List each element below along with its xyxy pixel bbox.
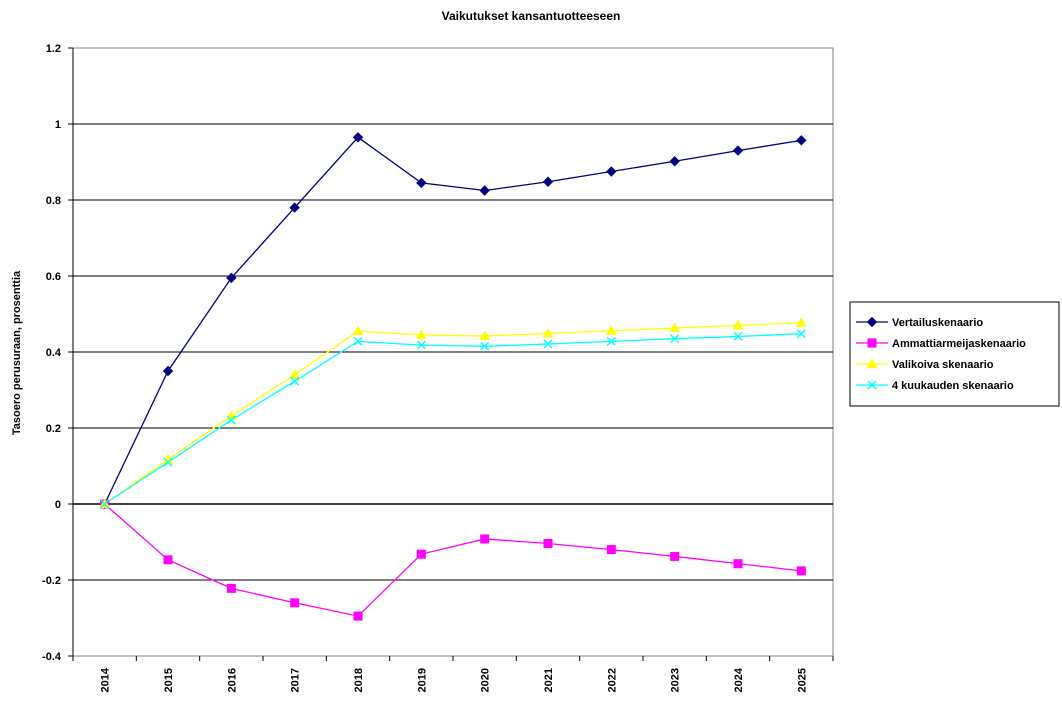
y-tick-label: 0 (55, 499, 61, 511)
data-point (416, 340, 426, 350)
data-point (867, 338, 877, 348)
data-point (100, 499, 110, 509)
legend-label: Valikoiva skenaario (892, 359, 994, 371)
data-point (352, 132, 364, 143)
data-point (289, 202, 300, 213)
data-point (353, 336, 363, 346)
data-point (480, 534, 490, 544)
x-tick-label: 2014 (100, 667, 112, 692)
data-point (226, 583, 236, 593)
data-point (670, 551, 680, 561)
x-tick-label: 2018 (353, 668, 365, 692)
data-point (606, 336, 616, 346)
data-point (732, 145, 744, 156)
data-point (163, 457, 173, 467)
data-point (670, 334, 680, 344)
data-point (543, 539, 553, 549)
y-tick-label: 0.2 (46, 423, 61, 435)
data-point (606, 166, 617, 177)
legend-label: Ammattiarmeijaskenaario (892, 338, 1026, 350)
data-point (867, 380, 877, 390)
series-line (104, 333, 802, 505)
y-tick-label: 1.2 (46, 43, 61, 55)
chart-title: Vaikutukset kansantuotteeseen (442, 9, 621, 23)
x-tick-label: 2015 (163, 668, 175, 692)
data-point (733, 559, 743, 569)
data-point (732, 319, 744, 330)
data-point (796, 329, 806, 339)
data-point (733, 331, 743, 341)
data-point (480, 341, 490, 351)
plot-area: -0.4 -0.2 0 0.2 0.4 0.6 0.8 1 1.2 2014 2015 2016 201… (42, 43, 834, 692)
y-tick-label: 0.6 (46, 271, 61, 283)
x-tick-label: 2020 (480, 668, 492, 692)
x-tick-label: 2019 (416, 668, 428, 692)
data-point (866, 358, 878, 368)
legend: Vertailuskenaario Ammattiarmeijaskenaario… (849, 301, 1060, 407)
data-point (289, 369, 301, 379)
data-point (226, 415, 236, 425)
y-tick-label: -0.2 (42, 575, 61, 587)
data-point (353, 611, 363, 621)
legend-label: 4 kuukauden skenaario (892, 380, 1014, 392)
data-point (416, 549, 426, 559)
data-point (162, 365, 174, 377)
series-line (104, 503, 802, 617)
data-point (226, 272, 237, 284)
legend-box (849, 301, 1060, 407)
x-tick-label: 2017 (290, 668, 302, 692)
data-point (416, 177, 427, 189)
series-line (104, 136, 802, 505)
data-point (163, 555, 173, 565)
data-point (795, 317, 807, 327)
y-tick-label: 0.8 (46, 195, 61, 207)
data-point (605, 325, 617, 335)
data-point (796, 566, 806, 576)
data-point (542, 327, 554, 338)
data-point (543, 339, 553, 349)
x-tick-label: 2016 (226, 668, 238, 692)
series-line (104, 322, 802, 505)
data-point (669, 156, 680, 167)
data-point (479, 185, 490, 196)
x-tick-label: 2024 (733, 667, 745, 692)
data-point (669, 322, 681, 333)
x-tick-label: 2021 (543, 668, 555, 692)
y-axis-label: Tasoero perusuraan, prosenttia (11, 270, 23, 435)
data-point (290, 598, 300, 608)
data-point (415, 329, 427, 339)
data-point (866, 316, 878, 328)
data-point (290, 376, 300, 386)
x-tick-label: 2022 (606, 668, 618, 692)
x-tick-label: 2025 (796, 668, 808, 692)
data-point (479, 330, 491, 341)
data-point (542, 176, 554, 187)
x-tick-label: 2023 (670, 668, 682, 692)
y-tick-label: 1 (55, 119, 61, 131)
data-point (352, 325, 364, 336)
legend-label: Vertailuskenaario (892, 317, 983, 329)
y-tick-label: 0.4 (46, 347, 62, 359)
data-point (796, 135, 807, 146)
data-point (606, 545, 616, 555)
y-tick-label: -0.4 (42, 651, 62, 663)
